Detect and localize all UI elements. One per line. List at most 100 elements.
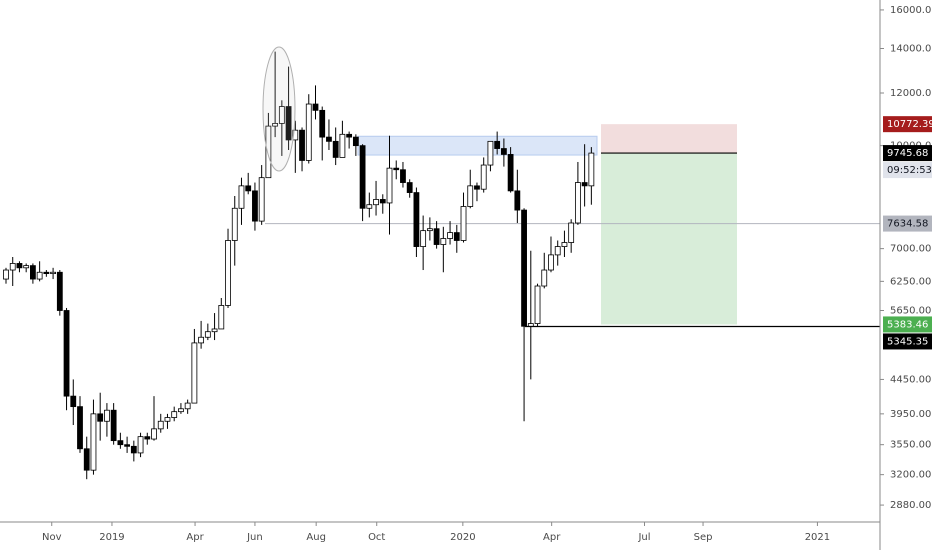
candle-body [581,182,588,187]
candle-body [104,409,110,422]
candle-body [440,238,447,245]
candle-body [124,444,130,447]
candle-body [245,185,252,192]
candle-body [527,323,534,327]
candle-body [30,265,36,280]
candle-body [50,271,56,275]
candle-body [379,199,386,204]
candle-body [83,448,90,471]
candle-body [386,167,393,204]
candle-body [514,190,521,211]
candle-body [305,103,312,161]
candle-body [110,409,117,442]
candle-body [554,246,561,256]
price-label: 9745.68 [887,148,928,159]
y-tick-label: 5650.00 [890,305,931,316]
candle-body [474,185,480,190]
candle-body [77,406,83,450]
candle-body [339,133,346,158]
candle-body [9,263,16,271]
candle-body [460,206,467,241]
candle-body [56,271,63,311]
x-tick-label: 2019 [99,532,124,543]
y-tick-label: 16000.00 [890,5,932,16]
x-tick-label: Jul [637,532,650,543]
price-label-bg [883,215,932,232]
candle-body [157,420,164,430]
highlight-ellipse [262,46,296,172]
candle-body [238,185,245,209]
candle-body [433,228,440,245]
candle-body [406,182,413,193]
candle-body [346,133,353,138]
price-label: 10772.39 [887,119,932,130]
candle-body [332,140,339,158]
candle-body [359,145,366,209]
candle-body [487,140,494,166]
candle-body [90,413,97,471]
candle-body [97,413,104,422]
y-tick-label: 3200.00 [890,470,931,481]
candle-body [521,209,527,327]
price-labels: 10772.39 9745.68 09:52:53 7634.58 5383.46 534… [883,116,932,350]
candle-body [312,103,319,111]
candle-body [366,204,373,209]
x-tick-label: 2021 [805,532,830,543]
candle-body [400,169,406,183]
candle-body [36,271,43,280]
candle-body [198,336,205,344]
candle-body [373,199,379,206]
candle-body [43,271,50,275]
candle-body [258,177,265,222]
candle-body [144,436,151,440]
x-tick-label: Sep [694,532,713,543]
candle-body [164,417,171,422]
candle-body [204,331,211,338]
y-tick-label: 14000.00 [890,43,932,54]
y-tick-label: 6250.00 [890,276,931,287]
candle-body [225,240,231,306]
candle-body [272,123,279,127]
candle-body [299,129,305,161]
x-tick-label: Jun [246,532,263,543]
candle-body [574,182,581,224]
price-label-bg [883,316,932,333]
candle-body [184,402,191,410]
candle-body [447,232,453,239]
y-tick-label: 3950.00 [890,409,931,420]
price-label-bg [883,116,932,133]
candle-body [500,148,507,155]
candle-body [319,109,326,138]
candle-body [285,106,292,141]
candle-body [117,440,124,446]
stop-area [601,124,737,154]
candle-body [63,310,70,397]
candle-body [278,106,285,124]
price-label: 7634.58 [887,219,928,230]
x-tick-label: Apr [186,532,204,543]
candles [3,51,595,480]
candle-body [130,445,137,454]
drawings [265,124,880,328]
candle-body [151,428,157,440]
x-tick-label: Apr [543,532,561,543]
candle-body [507,154,514,192]
candle-body [352,136,359,147]
candle-body [292,129,299,141]
price-label-bg [883,162,932,179]
candle-body [480,164,487,190]
candle-body [178,408,184,413]
candle-body [218,305,225,330]
candle-body [413,192,420,247]
candle-body [191,342,198,404]
x-tick-label: Aug [306,532,326,543]
candle-body [420,230,427,247]
candle-body [16,263,23,269]
price-label: 5345.35 [887,336,928,347]
price-label: 09:52:53 [887,165,932,176]
candle-body [23,265,30,269]
x-tick-label: Oct [368,532,385,543]
candle-body [548,254,554,271]
candle-body [453,232,460,241]
